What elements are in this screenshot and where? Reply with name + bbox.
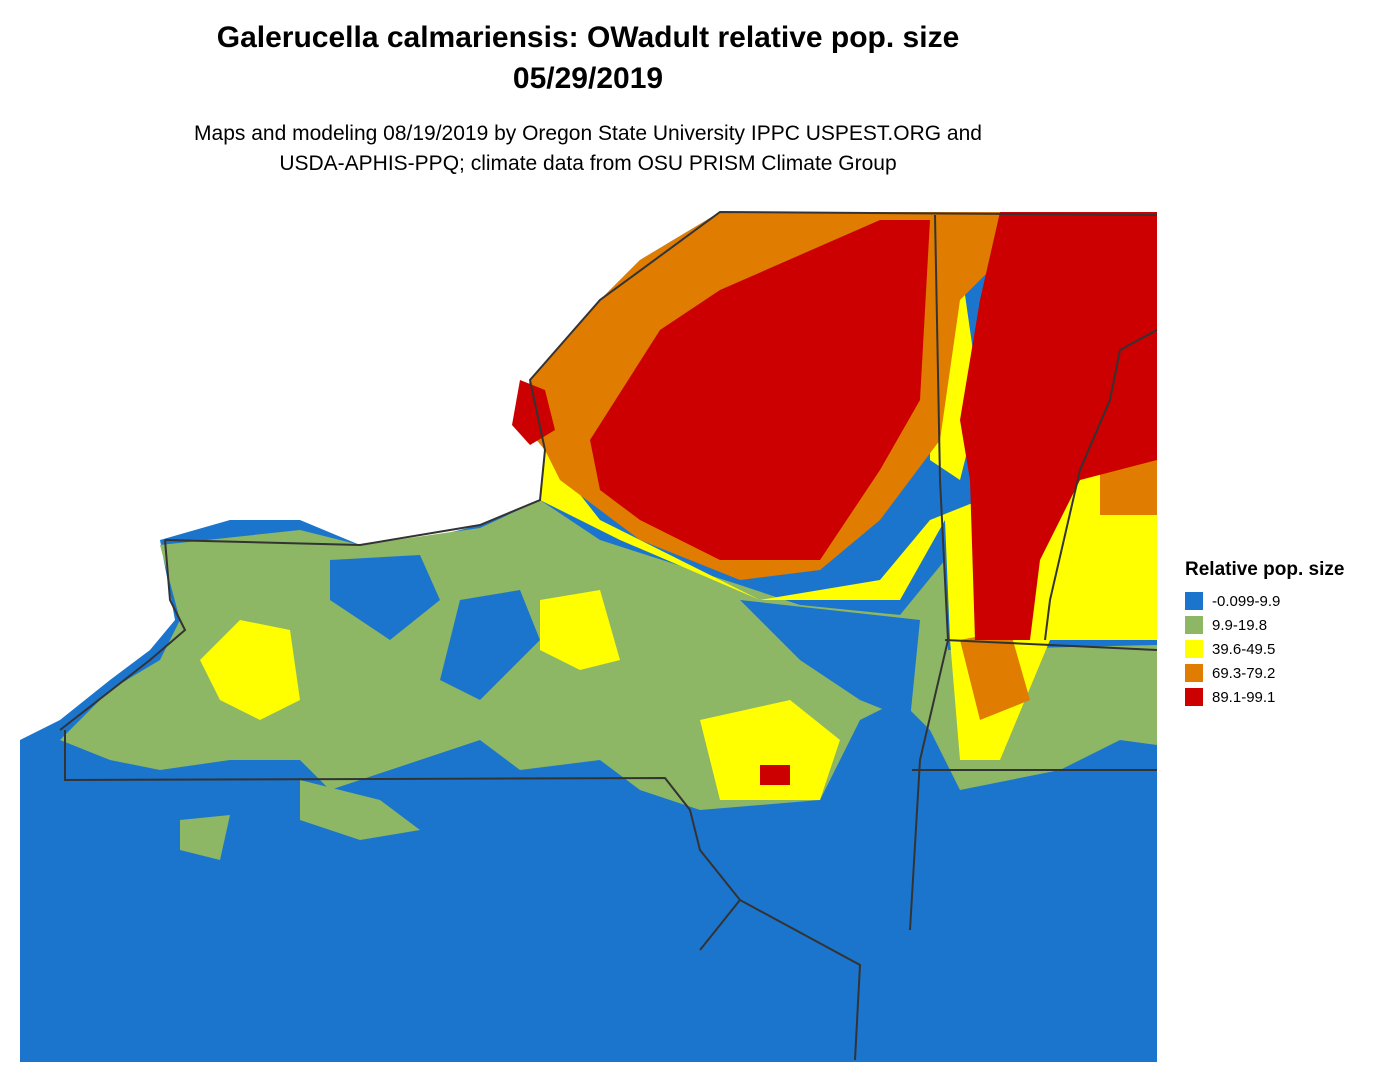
region <box>1100 460 1157 515</box>
legend-swatch <box>1185 664 1203 682</box>
subtitle: USDA-APHIS-PPQ; climate data from OSU PR… <box>279 152 896 175</box>
legend-label: 69.3-79.2 <box>1212 665 1275 682</box>
region <box>180 815 230 860</box>
legend-label: 39.6-49.5 <box>1212 641 1275 658</box>
region <box>512 380 555 445</box>
legend: -0.099-9.9 9.9-19.8 39.6-49.5 69.3-79.2 89.1… <box>1185 592 1280 706</box>
subtitle: Maps and modeling 08/19/2019 by Oregon S… <box>194 122 982 145</box>
region <box>960 630 1030 720</box>
state-border <box>59 210 1158 1061</box>
title: 05/29/2019 <box>513 62 663 95</box>
region <box>960 212 1157 640</box>
legend-swatch <box>1185 616 1203 634</box>
legend-label: 9.9-19.8 <box>1212 617 1267 634</box>
legend-swatch <box>1185 592 1203 610</box>
legend-label: 89.1-99.1 <box>1212 689 1275 706</box>
region <box>200 620 300 720</box>
legend-swatch <box>1185 688 1203 706</box>
region <box>700 700 840 800</box>
legend-title: Relative pop. size <box>1185 559 1344 580</box>
title: Galerucella calmariensis: OWadult relati… <box>217 21 960 54</box>
region <box>330 555 440 640</box>
region <box>740 600 920 720</box>
region <box>300 780 420 840</box>
region <box>540 590 620 670</box>
region <box>440 590 540 700</box>
legend-swatch <box>1185 640 1203 658</box>
region <box>590 220 930 560</box>
legend-label: -0.099-9.9 <box>1212 593 1280 610</box>
region <box>760 765 790 785</box>
map <box>20 210 1158 1062</box>
